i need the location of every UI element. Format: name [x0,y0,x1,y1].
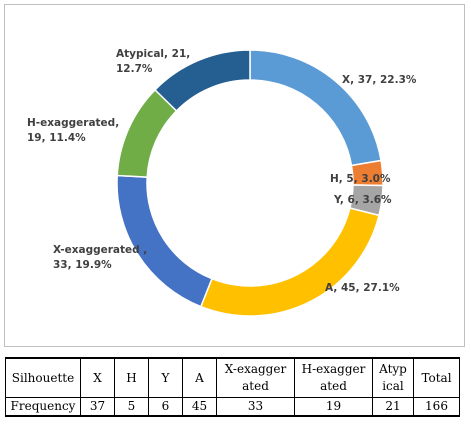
donut-chart: X, 37, 22.3% H, 5, 3.0% Y, 6, 3.6% A, 45, 2… [27,48,417,317]
data-label-x: X, 37, 22.3% [342,74,417,86]
slice-x [249,49,382,167]
cell-frequency-label: Frequency [5,397,81,417]
frequency-table: Silhouette X H Y A X-exagger ated H-exagg… [5,357,460,417]
data-label-x-exaggerated: X-exaggerated , 33, 19.9% [53,244,147,271]
header-x: X [80,357,115,398]
header-atypical: Atyp ical [372,357,414,398]
data-label-a: A, 45, 27.1% [325,282,400,294]
cell-a: 45 [182,397,217,417]
cell-h-exaggerated: 19 [294,397,373,417]
data-label-h: H, 5, 3.0% [330,173,391,185]
cell-x: 37 [80,397,115,417]
cell-x-exaggerated: 33 [216,397,295,417]
data-label-y: Y, 6, 3.6% [333,194,392,206]
cell-atypical: 21 [372,397,414,417]
cell-h: 5 [114,397,149,417]
header-x-exaggerated: X-exagger ated [216,357,295,398]
header-silhouette: Silhouette [5,357,81,398]
cell-y: 6 [148,397,183,417]
header-h: H [114,357,149,398]
header-h-exaggerated: H-exagger ated [294,357,373,398]
table-header-row: Silhouette X H Y A X-exagger ated H-exagg… [5,357,460,398]
chart-frame: X, 37, 22.3% H, 5, 3.0% Y, 6, 3.6% A, 45, 2… [4,4,465,347]
slice-atypical [154,49,251,112]
slice-x-exaggerated [116,174,213,308]
table-row: Frequency 37 5 6 45 33 19 21 166 [5,397,460,417]
data-label-atypical: Atypical, 21, 12.7% [116,48,190,75]
header-a: A [182,357,217,398]
slice-a [199,207,380,317]
header-total: Total [413,357,460,398]
data-label-h-exaggerated: H-exaggerated, 19, 11.4% [27,117,119,144]
header-y: Y [148,357,183,398]
cell-total: 166 [413,397,460,417]
